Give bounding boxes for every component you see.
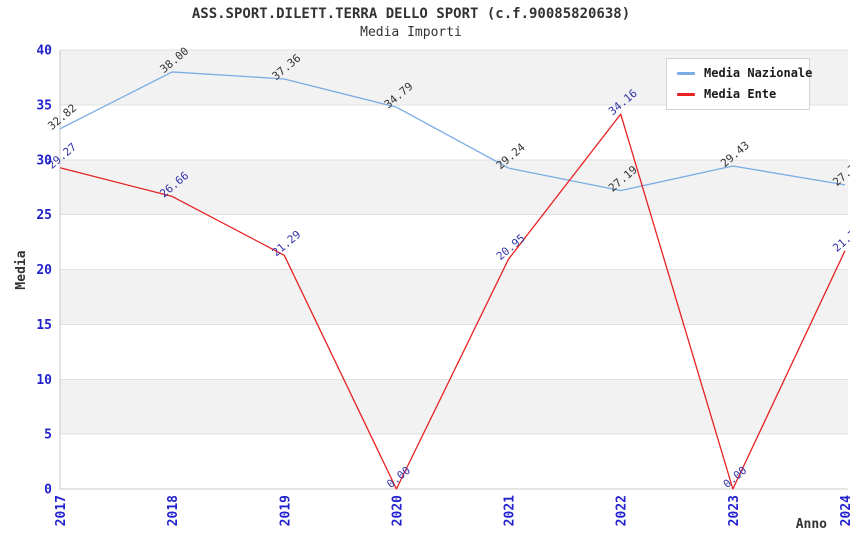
plot-band bbox=[60, 269, 848, 325]
x-tick-label: 2023 bbox=[727, 495, 742, 526]
y-tick-label: 5 bbox=[44, 428, 52, 443]
data-label: 21.71 bbox=[830, 223, 850, 254]
chart-subtitle: Media Importi bbox=[360, 25, 462, 40]
chart-title: ASS.SPORT.DILETT.TERRA DELLO SPORT (c.f.… bbox=[191, 6, 631, 22]
axis-spines bbox=[59, 50, 848, 490]
tick-labels: 0 5 10 15 20 25 30 35 40 2017 2018 2019 2020 2021 2022… bbox=[36, 44, 850, 527]
x-axis-title: Anno bbox=[796, 517, 827, 532]
x-tick-label: 2019 bbox=[278, 495, 293, 526]
x-tick-label: 2022 bbox=[615, 495, 630, 526]
x-tick-label: 2024 bbox=[839, 495, 850, 526]
x-tick-label: 2018 bbox=[166, 495, 181, 526]
y-tick-label: 20 bbox=[36, 263, 52, 278]
y-tick-label: 15 bbox=[36, 318, 52, 333]
data-label: 20.95 bbox=[494, 232, 528, 263]
legend-swatch-media-ente bbox=[677, 93, 695, 97]
x-tick-label: 2017 bbox=[54, 495, 69, 526]
data-label: 0.00 bbox=[384, 464, 413, 491]
legend-item-media-nazionale: Media Nazionale bbox=[677, 66, 812, 80]
legend-item-media-ente: Media Ente bbox=[677, 87, 799, 102]
series-lines bbox=[59, 71, 846, 490]
y-tick-label: 35 bbox=[36, 98, 52, 113]
axes bbox=[59, 50, 848, 490]
y-tick-label: 25 bbox=[36, 208, 52, 223]
plot-band bbox=[60, 379, 848, 435]
legend-label-media-nazionale: Media Nazionale bbox=[704, 66, 813, 80]
x-tick-label: 2020 bbox=[390, 495, 405, 526]
gridlines bbox=[60, 49, 848, 435]
y-tick-label: 0 bbox=[44, 483, 52, 498]
chart-legend: Media Nazionale Media Ente bbox=[666, 58, 812, 111]
legend-swatch-media-nazionale bbox=[677, 72, 695, 76]
data-label: 21.29 bbox=[270, 228, 304, 259]
x-tick-label: 2021 bbox=[503, 495, 518, 526]
y-axis-title: Media bbox=[14, 250, 29, 289]
data-label: 0.00 bbox=[721, 464, 750, 491]
legend-label-media-ente: Media Ente bbox=[704, 87, 777, 102]
y-tick-label: 40 bbox=[36, 44, 52, 59]
y-tick-label: 30 bbox=[36, 153, 52, 168]
series-line-media-nazionale bbox=[59, 71, 846, 192]
series-line-media-ente bbox=[59, 113, 846, 490]
y-tick-label: 10 bbox=[36, 373, 52, 388]
plot-bands bbox=[60, 50, 848, 435]
